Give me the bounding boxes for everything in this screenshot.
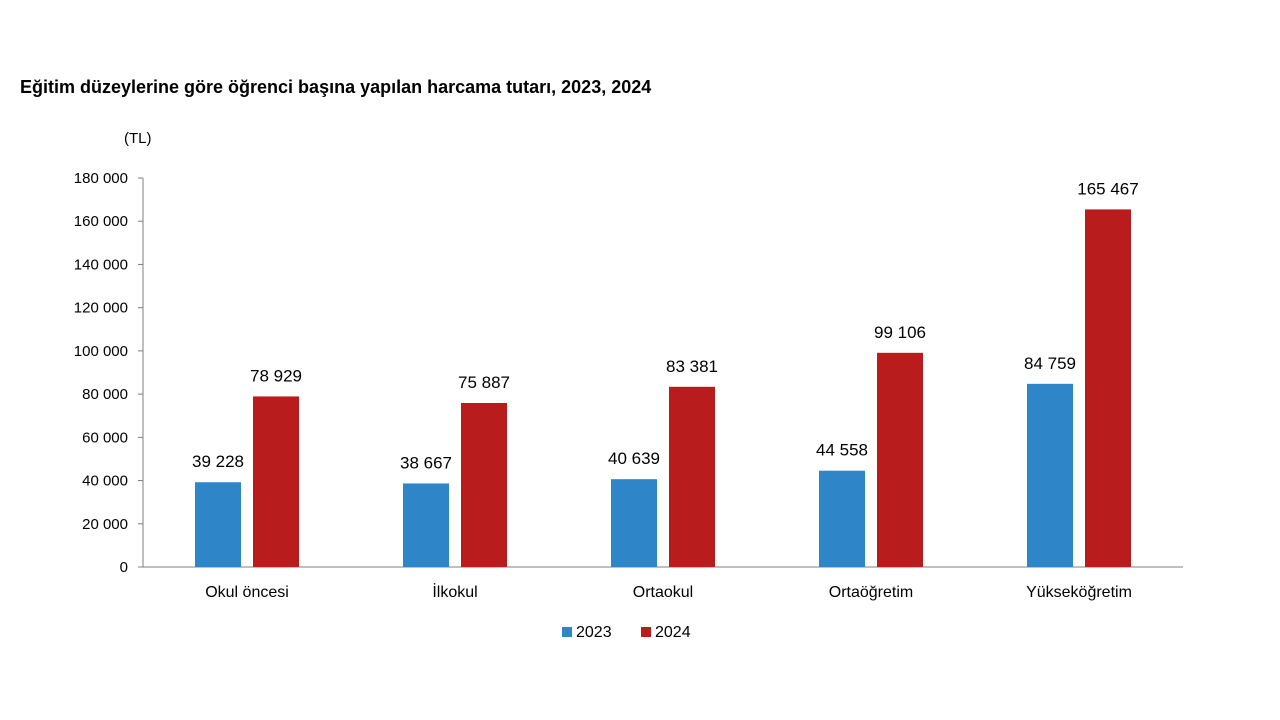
y-tick-label: 40 000 xyxy=(82,473,128,490)
x-category-label: Ortaokul xyxy=(633,584,693,601)
legend-swatch-2024 xyxy=(641,627,651,637)
bar-2023 xyxy=(819,470,865,567)
legend: 2023 2024 xyxy=(562,624,691,641)
bar-2023 xyxy=(195,482,241,567)
y-tick-label: 0 xyxy=(120,559,128,576)
y-tick-label: 180 000 xyxy=(74,170,128,187)
y-tick-label: 20 000 xyxy=(82,516,128,533)
y-unit-label: (TL) xyxy=(124,130,152,147)
y-tick-label: 60 000 xyxy=(82,429,128,446)
y-tick-label: 120 000 xyxy=(74,300,128,317)
chart-title: Eğitim düzeylerine göre öğrenci başına y… xyxy=(20,77,651,97)
x-category-label: Ortaöğretim xyxy=(829,584,913,601)
y-tick-label: 160 000 xyxy=(74,213,128,230)
x-category-label: İlkokul xyxy=(432,582,477,601)
bar-2023 xyxy=(611,479,657,567)
data-label-2024: 83 381 xyxy=(666,357,718,376)
x-category-label: Yükseköğretim xyxy=(1026,584,1132,601)
bar-2023 xyxy=(403,483,449,567)
y-tick-label: 100 000 xyxy=(74,343,128,360)
y-tick-label: 80 000 xyxy=(82,386,128,403)
y-tick-label: 140 000 xyxy=(74,256,128,273)
data-label-2024: 99 106 xyxy=(874,323,926,342)
data-label-2023: 38 667 xyxy=(400,453,452,472)
bar-2023 xyxy=(1027,383,1073,567)
x-category-label: Okul öncesi xyxy=(205,584,289,601)
data-label-2023: 84 759 xyxy=(1024,354,1076,373)
bars: 39 228 38 667 40 639 44 558 84 759 78 929 75 8… xyxy=(192,179,1139,568)
legend-swatch-2023 xyxy=(562,627,572,637)
bar-2024 xyxy=(253,396,299,567)
legend-label: 2023 xyxy=(576,624,612,641)
y-axis: 0 20 000 40 000 60 000 80 000 100 000 120 000 1… xyxy=(74,170,144,576)
data-label-2023: 39 228 xyxy=(192,452,244,471)
data-label-2023: 44 558 xyxy=(816,441,868,460)
data-label-2023: 40 639 xyxy=(608,449,660,468)
x-axis: Okul öncesi İlkokul Ortaokul Ortaöğretim Yük… xyxy=(143,566,1183,601)
bar-2024 xyxy=(877,352,923,567)
bar-2024 xyxy=(1085,209,1131,568)
data-label-2024: 75 887 xyxy=(458,373,510,392)
data-label-2024: 165 467 xyxy=(1077,179,1138,198)
data-label-2024: 78 929 xyxy=(250,366,302,385)
bar-2024 xyxy=(669,386,715,567)
legend-label: 2024 xyxy=(655,624,691,641)
bar-2024 xyxy=(461,402,507,567)
